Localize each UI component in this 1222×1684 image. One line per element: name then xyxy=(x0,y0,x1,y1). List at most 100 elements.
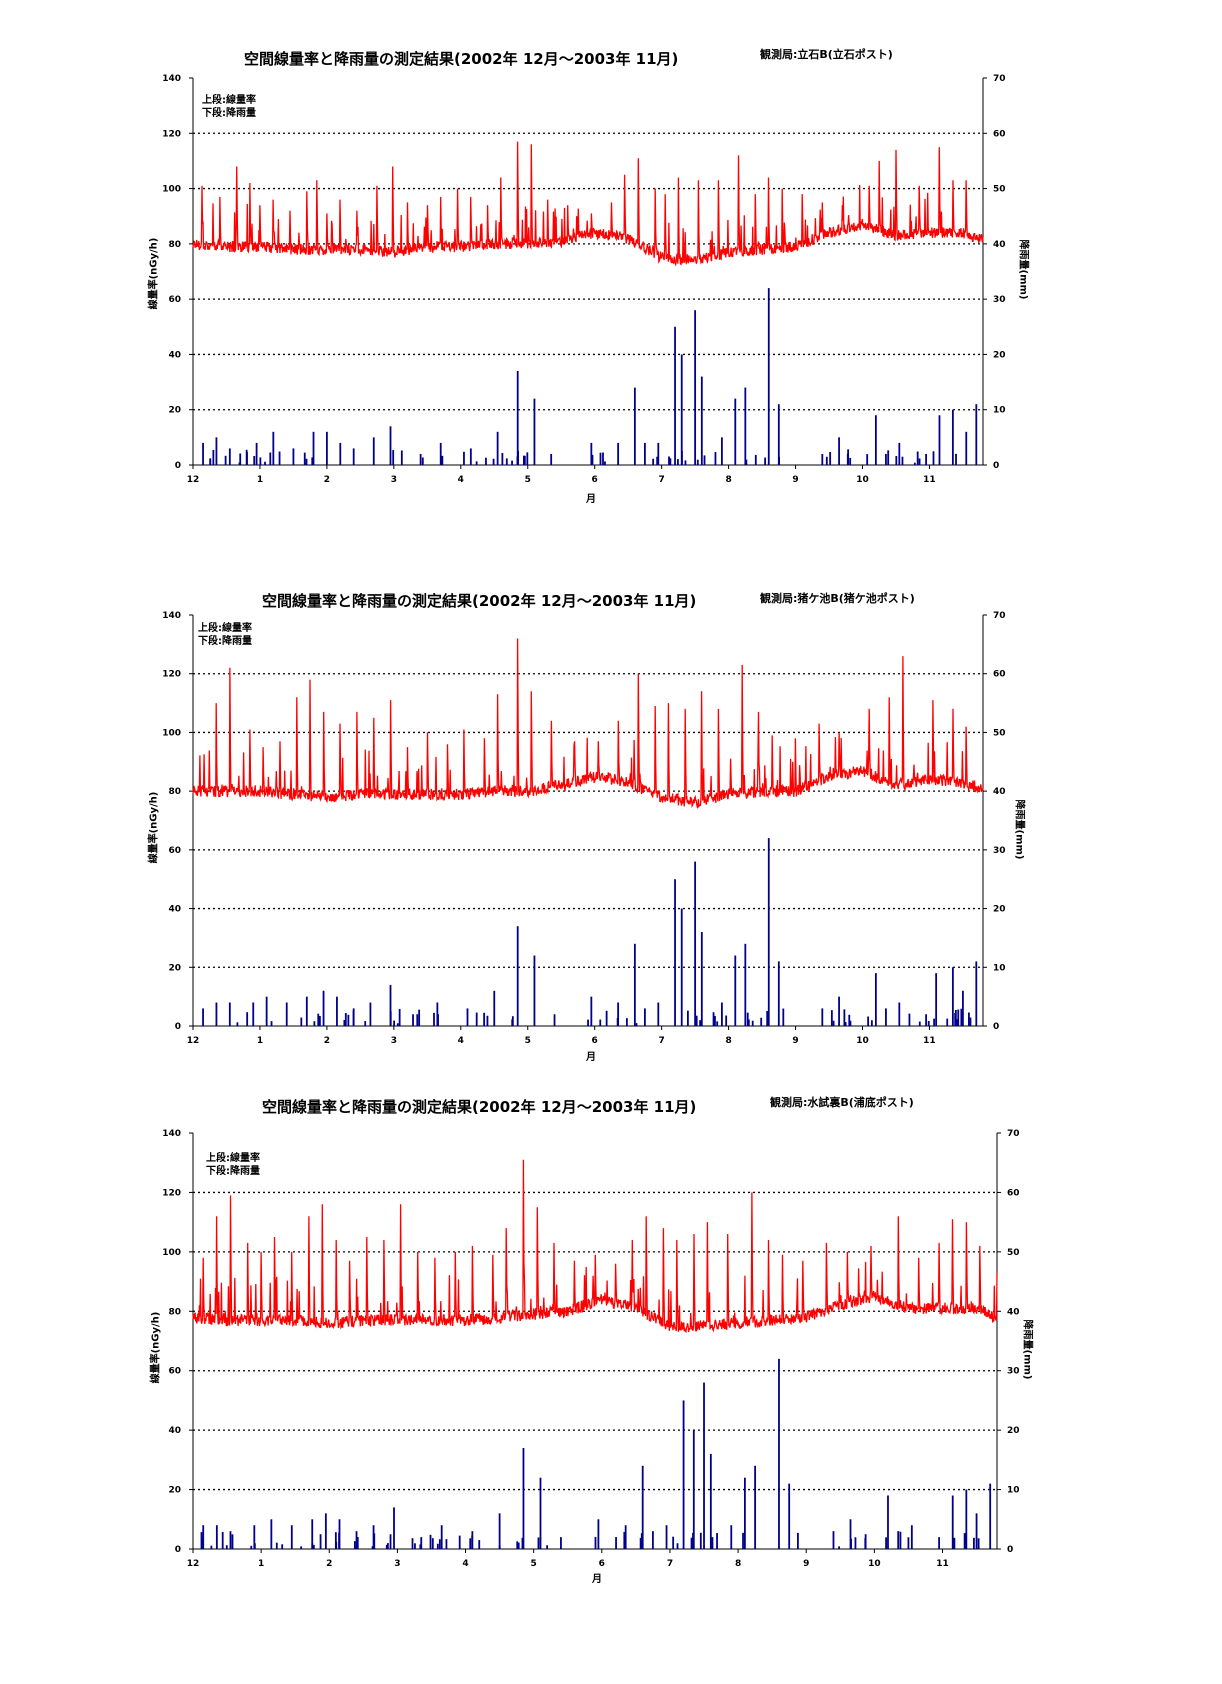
rainfall-bar xyxy=(927,1021,930,1026)
rainfall-bar xyxy=(767,838,770,1026)
rainfall-bar xyxy=(385,1544,388,1549)
rainfall-bar xyxy=(292,448,295,465)
rainfall-bar xyxy=(311,1543,314,1549)
x-tick-label: 2 xyxy=(324,1036,330,1046)
rainfall-bar xyxy=(347,1014,350,1026)
rainfall-bar xyxy=(270,1519,273,1549)
rainfall-bar xyxy=(843,1009,846,1026)
rainfall-bar xyxy=(624,1525,627,1549)
rainfall-bar xyxy=(657,442,660,465)
x-tick-label: 4 xyxy=(462,1559,468,1569)
x-tick-label: 9 xyxy=(792,1036,798,1046)
y-tick-label-right: 30 xyxy=(993,846,1006,856)
rainfall-bar xyxy=(560,1537,562,1549)
rainfall-bar xyxy=(674,879,676,1026)
y-tick-label-right: 70 xyxy=(993,611,1006,621)
rainfall-bar xyxy=(918,458,921,465)
rainfall-bar xyxy=(356,1537,359,1549)
rainfall-bar xyxy=(885,1537,887,1549)
rainfall-bar xyxy=(962,990,964,1026)
rainfall-bar xyxy=(830,1010,833,1026)
rainfall-bar xyxy=(700,932,703,1026)
y-tick-label-left: 100 xyxy=(162,1248,181,1258)
rainfall-bar xyxy=(553,1014,556,1026)
dose-rate-line xyxy=(192,1159,998,1334)
x-tick-label: 9 xyxy=(803,1559,809,1569)
rainfall-bar xyxy=(339,442,342,465)
rainfall-bar xyxy=(957,1009,960,1026)
rainfall-bar xyxy=(202,1008,204,1026)
x-tick-label: 6 xyxy=(599,1559,605,1569)
rainfall-bar xyxy=(760,1017,763,1026)
rainfall-bar xyxy=(925,1014,927,1026)
rainfall-bar xyxy=(797,1532,799,1549)
rainfall-bar xyxy=(526,452,529,465)
rainfall-bar xyxy=(680,354,683,465)
rainfall-bar xyxy=(918,1021,921,1026)
rainfall-bar xyxy=(511,460,513,465)
chart-title: 空間線量率と降雨量の測定結果(2002年 12月～2003年 11月) xyxy=(244,50,679,68)
rainfall-bar xyxy=(393,1507,395,1549)
rainfall-bar xyxy=(437,1014,439,1026)
rainfall-bar xyxy=(421,457,424,465)
y-tick-label-right: 50 xyxy=(1007,1248,1020,1258)
rainfall-bar xyxy=(336,996,338,1026)
y-tick-label-right: 0 xyxy=(993,461,999,471)
rainfall-bar xyxy=(253,1525,256,1549)
x-tick-label: 8 xyxy=(725,475,731,485)
rainfall-bar xyxy=(615,1537,617,1549)
rainfall-bar xyxy=(874,973,877,1026)
rainfall-bar xyxy=(847,449,850,465)
rainfall-bar xyxy=(734,955,737,1026)
rainfall-bar xyxy=(821,453,824,465)
rainfall-bar xyxy=(725,1015,728,1026)
rainfall-bar xyxy=(832,1531,835,1549)
y-tick-label-right: 40 xyxy=(1007,1307,1020,1317)
y-tick-label-right: 60 xyxy=(993,129,1006,139)
rainfall-bar xyxy=(838,1546,840,1549)
rainfall-bar xyxy=(305,996,308,1026)
rainfall-bar xyxy=(767,288,770,465)
rainfall-bar xyxy=(716,1021,719,1026)
rainfall-bar xyxy=(389,426,392,465)
rainfall-bar xyxy=(429,1534,432,1549)
rainfall-bar xyxy=(746,1012,749,1026)
rainfall-bar xyxy=(692,1532,694,1549)
rainfall-bar xyxy=(938,1537,940,1549)
rainfall-bar xyxy=(743,1477,746,1549)
rainfall-bar xyxy=(419,1544,422,1549)
x-tick-label: 5 xyxy=(531,1559,537,1569)
rainfall-bar xyxy=(617,442,620,465)
rainfall-bar xyxy=(848,1014,851,1026)
y-tick-label-right: 60 xyxy=(993,670,1006,680)
rainfall-bar xyxy=(954,1009,957,1026)
rainfall-bar xyxy=(975,404,978,465)
rainfall-bar xyxy=(932,451,935,465)
chart-panel: 空間線量率と降雨量の測定結果(2002年 12月～2003年 11月) 観測局:… xyxy=(0,0,1222,520)
rainfall-bar xyxy=(238,462,241,465)
y-tick-label-right: 70 xyxy=(993,74,1006,84)
y-tick-label-left: 0 xyxy=(175,1022,181,1032)
rainfall-bar xyxy=(539,1477,542,1549)
rainfall-bar xyxy=(968,1012,970,1026)
rainfall-bar xyxy=(290,1525,293,1549)
rainfall-bar xyxy=(946,1018,949,1026)
rainfall-bar xyxy=(228,1002,231,1026)
rainfall-bar xyxy=(656,456,659,465)
rainfall-bar xyxy=(445,1539,448,1549)
rainfall-bar xyxy=(975,1513,978,1549)
rainfall-bar xyxy=(720,1002,723,1026)
rainfall-bar xyxy=(695,1015,698,1026)
x-tick-label: 1 xyxy=(257,475,263,485)
rainfall-bar xyxy=(885,453,887,465)
legend: 上段:線量率 下段:降雨量 xyxy=(202,94,256,120)
rainfall-bar xyxy=(590,442,593,465)
legend-bottom: 下段:降雨量 xyxy=(198,636,252,647)
x-tick-label: 8 xyxy=(735,1559,741,1569)
rainfall-bar xyxy=(951,1495,954,1549)
rainfall-bar xyxy=(200,1532,203,1549)
rainfall-bar xyxy=(677,459,679,465)
rainfall-bar xyxy=(212,449,215,465)
rainfall-bar xyxy=(887,1495,889,1549)
